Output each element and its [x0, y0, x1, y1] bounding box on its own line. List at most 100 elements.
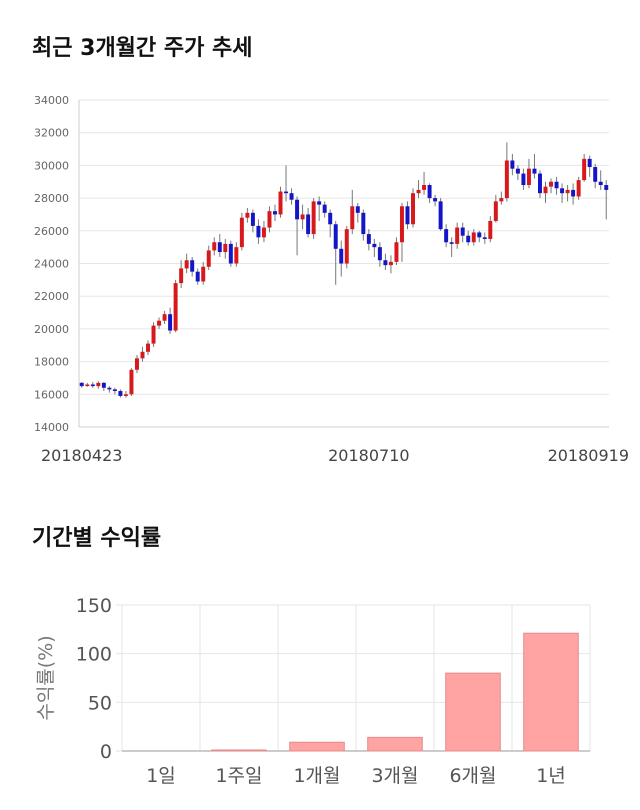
returns-bar-chart: 150 100 50 0 수익률(%) 1일 1주일 1개월 3개월 6개월 1년 [35, 595, 591, 787]
candle-up [206, 250, 211, 267]
candle-up [223, 243, 228, 253]
x-tick-label: 20180710 [328, 446, 409, 465]
candle-up [504, 160, 509, 199]
candle-up [499, 198, 504, 202]
candle-down [361, 212, 366, 235]
candle-down [217, 242, 222, 253]
candle-up [543, 186, 548, 194]
x-tick-label: 1년 [536, 765, 566, 787]
y-tick-label: 22000 [34, 290, 69, 303]
candle-up [179, 268, 184, 284]
y-axis-label: 수익률(%) [35, 635, 57, 720]
y-tick-label: 32000 [34, 127, 69, 140]
candle-down [306, 214, 311, 235]
candle-up [399, 206, 404, 243]
candle-down [560, 188, 565, 194]
candle-up [146, 343, 150, 352]
candle-down [355, 206, 360, 213]
candle-up [85, 384, 90, 386]
candle-down [438, 201, 443, 230]
candle-down [515, 168, 520, 174]
x-tick-label: 1일 [146, 765, 176, 787]
candle-up [311, 201, 316, 235]
candle-up [239, 217, 244, 248]
candle-down [538, 173, 542, 194]
candle-up [576, 180, 581, 197]
candle-up [350, 206, 355, 230]
candle-down [112, 389, 117, 392]
price-trend-title: 최근 3개월간 주가 추세 [32, 36, 253, 61]
candle-down [168, 314, 173, 331]
candle-down [317, 201, 322, 205]
candle-up [411, 193, 415, 225]
candle-down [289, 193, 294, 200]
candle-down [460, 227, 465, 236]
candlestick-chart: 34000 32000 30000 28000 26000 24000 22000 20000… [34, 94, 629, 465]
candle-down [466, 235, 471, 243]
candle-down [405, 206, 410, 225]
x-tick-label: 6개월 [449, 765, 496, 787]
candle-down [118, 391, 123, 396]
candle-down [295, 199, 300, 220]
candle-up [344, 229, 349, 264]
y-tick-label: 50 [88, 692, 112, 714]
x-tick-label: 3개월 [371, 765, 418, 787]
candle-down [477, 232, 482, 238]
y-tick-label: 150 [76, 595, 112, 617]
candle-down [554, 181, 559, 189]
candle-up [184, 260, 189, 269]
y-tick-label: 14000 [34, 421, 69, 434]
x-tick-label: 20180423 [41, 446, 122, 465]
candle-up [488, 220, 493, 239]
candle-down [372, 243, 377, 248]
candle-up [422, 185, 427, 190]
candle-down [598, 181, 603, 186]
x-tick-label: 20180919 [548, 446, 629, 465]
candle-up [129, 369, 134, 395]
candle-up [162, 314, 167, 321]
candle-down [377, 247, 382, 261]
candle-down [107, 387, 112, 390]
candle-up [96, 382, 101, 387]
candle-down [190, 260, 195, 272]
candle-down [449, 242, 454, 244]
candle-down [101, 382, 106, 388]
candle-up [493, 201, 498, 221]
candle-up [140, 351, 145, 359]
y-tick-label: 16000 [34, 388, 69, 401]
candle-up [157, 320, 162, 326]
candle-up [394, 242, 399, 262]
candle-down [273, 211, 277, 215]
y-tick-label: 28000 [34, 192, 69, 205]
candle-up [151, 325, 156, 344]
candle-up [300, 214, 305, 220]
return-bar [523, 632, 579, 752]
candle-down [587, 158, 592, 168]
candle-up [234, 247, 239, 264]
candle-up [261, 227, 266, 238]
y-tick-label: 30000 [34, 159, 69, 172]
candle-up [526, 168, 531, 186]
candle-up [245, 212, 250, 218]
candle-down [333, 224, 338, 249]
candle-down [571, 189, 576, 197]
candle-up [565, 189, 570, 194]
candle-down [284, 191, 289, 194]
candle-down [444, 229, 449, 243]
y-tick-label: 18000 [34, 356, 69, 369]
y-tick-label: 0 [100, 741, 112, 763]
candle-up [278, 191, 283, 215]
candle-down [79, 382, 84, 387]
y-tick-label: 24000 [34, 258, 69, 271]
candle-up [267, 211, 272, 228]
candle-up [173, 283, 178, 331]
x-tick-label: 1개월 [293, 765, 340, 787]
candle-up [388, 261, 393, 266]
y-tick-label: 20000 [34, 323, 69, 336]
y-tick-label: 100 [76, 644, 112, 666]
candle-down [433, 198, 438, 202]
candle-up [123, 394, 128, 396]
candle-up [549, 181, 554, 187]
y-tick-label: 26000 [34, 225, 69, 238]
candle-down [195, 271, 200, 282]
